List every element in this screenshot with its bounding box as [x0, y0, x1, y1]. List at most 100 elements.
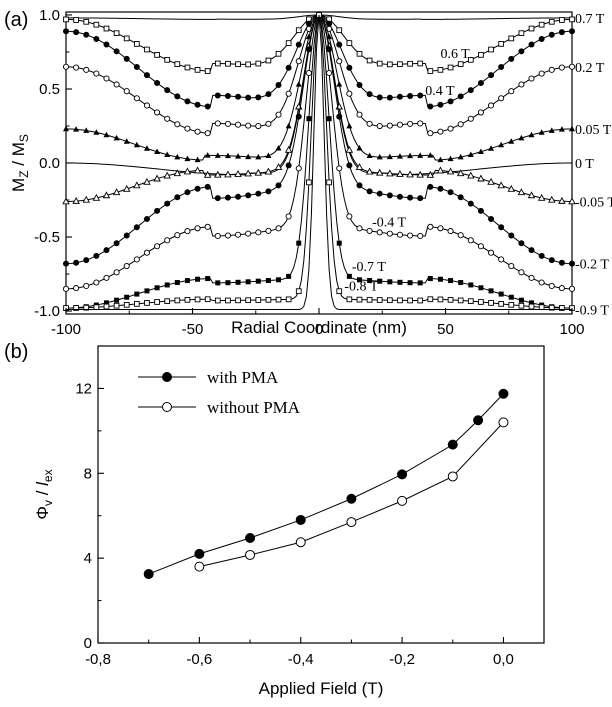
data-point	[255, 122, 262, 130]
data-point	[336, 288, 343, 295]
data-point	[245, 549, 256, 560]
data-point	[568, 197, 576, 205]
data-point	[63, 16, 69, 23]
data-point	[366, 57, 373, 64]
x-tick-label: -100	[51, 321, 81, 338]
data-point	[346, 122, 353, 129]
data-point	[154, 148, 161, 155]
data-point	[396, 231, 404, 238]
data-point	[295, 41, 302, 48]
data-point	[508, 88, 515, 95]
data-point	[275, 225, 282, 232]
data-point	[184, 296, 191, 303]
data-point	[93, 304, 100, 311]
data-point	[215, 280, 221, 286]
data-point	[296, 240, 302, 246]
data-point	[477, 148, 484, 155]
data-point	[396, 170, 404, 177]
data-point	[124, 294, 130, 300]
data-point	[255, 297, 262, 303]
x-tick-label: -0,6	[186, 651, 212, 668]
data-point	[224, 232, 231, 239]
data-point	[356, 50, 363, 57]
data-point	[112, 188, 121, 196]
data-point	[548, 304, 555, 311]
data-point	[295, 537, 306, 548]
data-point	[285, 162, 292, 169]
data-point	[548, 282, 555, 290]
data-point	[508, 138, 515, 144]
panel-a-label: (a)	[4, 9, 28, 31]
panel-b-plot-frame	[97, 345, 545, 644]
data-point	[538, 252, 545, 259]
curve-annotation: -0.7 T	[352, 260, 386, 275]
data-point	[194, 548, 205, 559]
data-point	[63, 28, 70, 35]
data-point	[386, 192, 393, 199]
data-point	[255, 94, 262, 101]
data-point	[548, 66, 555, 73]
data-point	[527, 191, 536, 199]
panel-b: (b) -0,8 -0,6 -0,4 -0,2 0,0 0 4 8 12 with PMA wi…	[4, 341, 545, 698]
data-point	[204, 130, 211, 137]
data-point	[83, 127, 90, 133]
data-point	[62, 197, 70, 205]
data-point	[224, 92, 231, 99]
data-point	[83, 18, 90, 25]
data-point	[275, 81, 282, 88]
data-point	[488, 46, 494, 53]
data-point	[508, 55, 515, 62]
data-point	[122, 184, 131, 192]
data-point	[356, 144, 363, 151]
data-point	[123, 88, 130, 95]
data-point	[356, 182, 363, 189]
data-point	[235, 279, 241, 285]
data-point	[154, 299, 160, 305]
data-point	[396, 93, 403, 100]
data-point	[538, 304, 545, 311]
data-point	[366, 227, 373, 234]
data-point	[477, 109, 484, 116]
data-point	[103, 75, 110, 82]
data-point	[478, 299, 484, 305]
data-point	[265, 57, 272, 64]
data-point	[346, 296, 353, 303]
data-point	[143, 569, 154, 580]
data-point	[487, 102, 495, 109]
data-point	[114, 297, 120, 303]
data-point	[427, 152, 434, 158]
data-point	[123, 301, 130, 308]
data-point	[193, 166, 202, 174]
data-point	[569, 260, 576, 267]
data-point	[386, 94, 393, 101]
data-point	[144, 300, 150, 306]
data-point	[548, 18, 555, 25]
y-tick-label: 0.0	[39, 155, 60, 172]
data-point	[497, 181, 505, 189]
curve-annotation: -0.8 T	[344, 279, 378, 294]
panel-a-series	[62, 10, 576, 311]
data-point	[214, 152, 221, 158]
data-point	[376, 229, 383, 236]
data-point	[518, 240, 525, 247]
data-point	[245, 192, 252, 199]
data-point	[467, 200, 474, 207]
data-point	[508, 35, 515, 42]
panel-b-ylabel-sub2: ex	[41, 469, 55, 482]
data-point	[184, 189, 191, 196]
data-point	[224, 170, 232, 178]
data-point	[387, 279, 393, 285]
data-point	[346, 493, 357, 504]
data-point	[518, 302, 525, 309]
data-point	[326, 116, 332, 122]
data-point	[143, 177, 151, 185]
data-point	[508, 232, 515, 239]
data-point	[113, 134, 120, 141]
panel-a-x-axis-title: Radial Coordinate (nm)	[231, 318, 407, 337]
data-point	[366, 188, 373, 195]
data-point	[498, 224, 505, 231]
data-point	[376, 122, 383, 130]
data-point	[376, 297, 383, 303]
data-point	[225, 60, 231, 67]
data-point	[144, 288, 150, 294]
